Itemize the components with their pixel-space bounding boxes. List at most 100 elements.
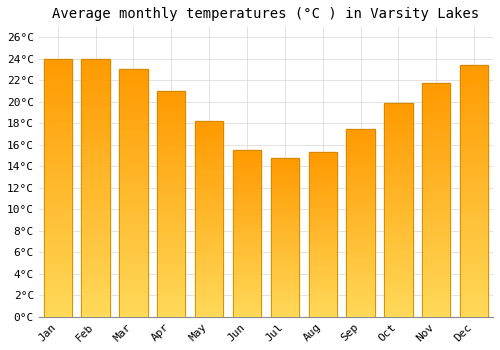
Bar [422, 102, 450, 107]
Bar [119, 193, 148, 198]
Bar [346, 302, 375, 306]
Bar [270, 285, 299, 288]
Bar [346, 159, 375, 162]
Bar [422, 293, 450, 298]
Bar [460, 266, 488, 272]
Bar [82, 79, 110, 84]
Bar [119, 153, 148, 159]
Bar [44, 182, 72, 188]
Bar [233, 273, 261, 277]
Bar [82, 110, 110, 116]
Bar [422, 242, 450, 247]
Bar [308, 198, 337, 202]
Bar [82, 116, 110, 120]
Bar [157, 267, 186, 272]
Title: Average monthly temperatures (°C ) in Varsity Lakes: Average monthly temperatures (°C ) in Va… [52, 7, 480, 21]
Bar [384, 163, 412, 167]
Bar [422, 181, 450, 186]
Bar [308, 267, 337, 271]
Bar [422, 284, 450, 289]
Bar [233, 163, 261, 167]
Bar [119, 247, 148, 252]
Bar [384, 253, 412, 257]
Bar [157, 190, 186, 195]
Bar [384, 171, 412, 175]
Bar [384, 180, 412, 184]
Bar [308, 185, 337, 188]
Bar [195, 191, 224, 195]
Bar [44, 172, 72, 177]
Bar [384, 240, 412, 244]
Bar [119, 69, 148, 317]
Bar [460, 146, 488, 150]
Bar [44, 58, 72, 317]
Bar [460, 241, 488, 246]
Bar [384, 295, 412, 300]
Bar [44, 126, 72, 131]
Bar [422, 144, 450, 149]
Bar [82, 74, 110, 79]
Bar [270, 186, 299, 189]
Bar [460, 272, 488, 276]
Bar [195, 168, 224, 172]
Bar [346, 174, 375, 177]
Bar [384, 120, 412, 124]
Bar [195, 266, 224, 270]
Bar [270, 244, 299, 247]
Bar [346, 177, 375, 181]
Bar [460, 251, 488, 256]
Bar [82, 275, 110, 281]
Bar [384, 248, 412, 253]
Bar [384, 141, 412, 146]
Bar [270, 259, 299, 262]
Bar [119, 203, 148, 208]
Bar [119, 297, 148, 302]
Bar [82, 136, 110, 141]
Bar [384, 146, 412, 150]
Bar [422, 83, 450, 317]
Bar [44, 203, 72, 208]
Bar [233, 214, 261, 217]
Bar [270, 256, 299, 259]
Bar [422, 83, 450, 88]
Bar [233, 187, 261, 190]
Bar [233, 223, 261, 227]
Bar [346, 283, 375, 287]
Bar [308, 169, 337, 172]
Bar [346, 208, 375, 211]
Bar [308, 290, 337, 294]
Bar [422, 223, 450, 228]
Bar [270, 262, 299, 266]
Bar [270, 279, 299, 282]
Bar [346, 170, 375, 174]
Bar [384, 158, 412, 163]
Bar [308, 307, 337, 310]
Bar [195, 270, 224, 274]
Bar [119, 228, 148, 233]
Bar [82, 105, 110, 110]
Bar [460, 181, 488, 186]
Bar [119, 238, 148, 243]
Bar [233, 307, 261, 310]
Bar [233, 233, 261, 237]
Bar [119, 233, 148, 238]
Bar [308, 178, 337, 182]
Bar [233, 177, 261, 180]
Bar [82, 58, 110, 317]
Bar [44, 177, 72, 182]
Bar [384, 261, 412, 265]
Bar [384, 257, 412, 261]
Bar [233, 300, 261, 303]
Bar [233, 277, 261, 280]
Bar [270, 170, 299, 174]
Bar [233, 150, 261, 153]
Bar [157, 159, 186, 163]
Bar [82, 307, 110, 312]
Bar [44, 234, 72, 239]
Bar [460, 176, 488, 181]
Bar [308, 172, 337, 175]
Bar [233, 287, 261, 290]
Bar [384, 244, 412, 248]
Bar [82, 255, 110, 260]
Bar [308, 297, 337, 300]
